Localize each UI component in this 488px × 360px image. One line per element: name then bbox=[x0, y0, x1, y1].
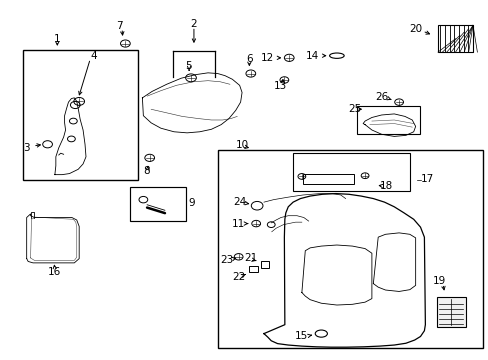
Bar bbox=[437, 25, 472, 52]
Text: 25: 25 bbox=[347, 104, 360, 113]
Text: 19: 19 bbox=[431, 276, 445, 286]
Text: 20: 20 bbox=[408, 24, 421, 34]
Text: 23: 23 bbox=[220, 255, 233, 265]
Text: 2: 2 bbox=[190, 18, 197, 28]
Text: 13: 13 bbox=[273, 81, 286, 91]
Text: 14: 14 bbox=[305, 51, 319, 61]
Text: 7: 7 bbox=[116, 21, 122, 31]
Text: 18: 18 bbox=[379, 181, 392, 192]
Bar bbox=[436, 297, 465, 327]
Text: 16: 16 bbox=[48, 267, 61, 277]
Text: 12: 12 bbox=[261, 53, 274, 63]
Text: 3: 3 bbox=[23, 143, 30, 153]
Text: 4: 4 bbox=[90, 51, 97, 61]
Text: 26: 26 bbox=[375, 92, 388, 102]
Bar bbox=[23, 50, 137, 180]
Bar bbox=[130, 187, 186, 221]
Bar bbox=[249, 266, 258, 272]
Text: 10: 10 bbox=[235, 140, 248, 150]
Text: 8: 8 bbox=[142, 166, 149, 176]
Text: 17: 17 bbox=[420, 174, 433, 184]
Text: 1: 1 bbox=[54, 34, 61, 44]
Text: 21: 21 bbox=[244, 253, 257, 263]
Text: 6: 6 bbox=[245, 54, 252, 64]
Bar bbox=[292, 153, 409, 191]
Text: 15: 15 bbox=[295, 332, 308, 342]
Bar bbox=[260, 261, 269, 267]
Bar bbox=[302, 174, 353, 184]
Text: 24: 24 bbox=[233, 197, 246, 207]
Text: 9: 9 bbox=[188, 198, 195, 208]
Bar bbox=[217, 150, 482, 348]
Text: 5: 5 bbox=[185, 61, 191, 71]
Text: 11: 11 bbox=[231, 219, 244, 229]
Bar bbox=[357, 107, 419, 134]
Text: 22: 22 bbox=[232, 272, 245, 282]
